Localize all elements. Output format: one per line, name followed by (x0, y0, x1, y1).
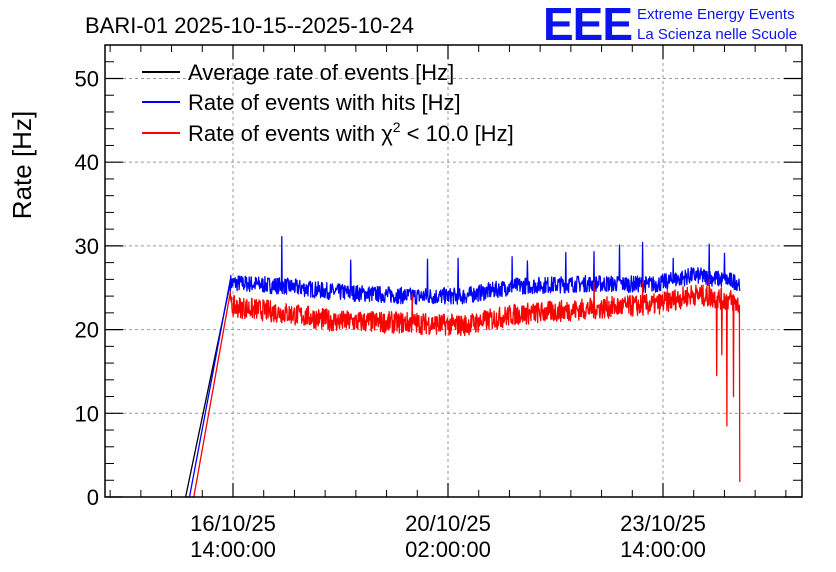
legend-label-chi2-post: < 10.0 [Hz] (401, 121, 514, 146)
y-tick-label: 10 (75, 401, 99, 426)
x-tick-label-time: 02:00:00 (405, 537, 491, 562)
y-tick-label: 0 (87, 485, 99, 510)
legend-label-hits: Rate of events with hits [Hz] (188, 90, 461, 115)
eee-logo-line1: Extreme Energy Events (637, 6, 795, 23)
series-rate-with-hits (185, 236, 741, 498)
plot-frame (104, 44, 803, 498)
x-tick-label-date: 23/10/25 (620, 511, 706, 536)
series-rate-chi2 (192, 278, 741, 498)
y-tick-label: 50 (75, 66, 99, 91)
legend-label-chi2-sup: 2 (393, 119, 401, 135)
x-tick-label-date: 16/10/25 (190, 511, 276, 536)
x-tick-label-time: 14:00:00 (620, 537, 706, 562)
x-tick-label-time: 14:00:00 (190, 537, 276, 562)
chart-title: BARI-01 2025-10-15--2025-10-24 (85, 13, 414, 38)
data-layer (184, 236, 741, 498)
x-tick-label-date: 20/10/25 (405, 511, 491, 536)
eee-logo-mark: EEE (543, 0, 632, 50)
legend: Average rate of events [Hz] Rate of even… (142, 60, 514, 146)
y-tick-label: 40 (75, 150, 99, 175)
y-tick-label: 30 (75, 234, 99, 259)
eee-logo-line2: La Scienza nelle Scuole (637, 26, 797, 43)
tick-layer: 0102030405016/10/2514:00:0020/10/2502:00… (75, 45, 802, 562)
y-tick-label: 20 (75, 318, 99, 343)
y-axis-label: Rate [Hz] (7, 111, 37, 219)
legend-label-avg: Average rate of events [Hz] (188, 60, 454, 85)
legend-label-chi2: Rate of events with χ2 < 10.0 [Hz] (188, 119, 514, 146)
legend-label-chi2-pre: Rate of events with χ (188, 121, 393, 146)
